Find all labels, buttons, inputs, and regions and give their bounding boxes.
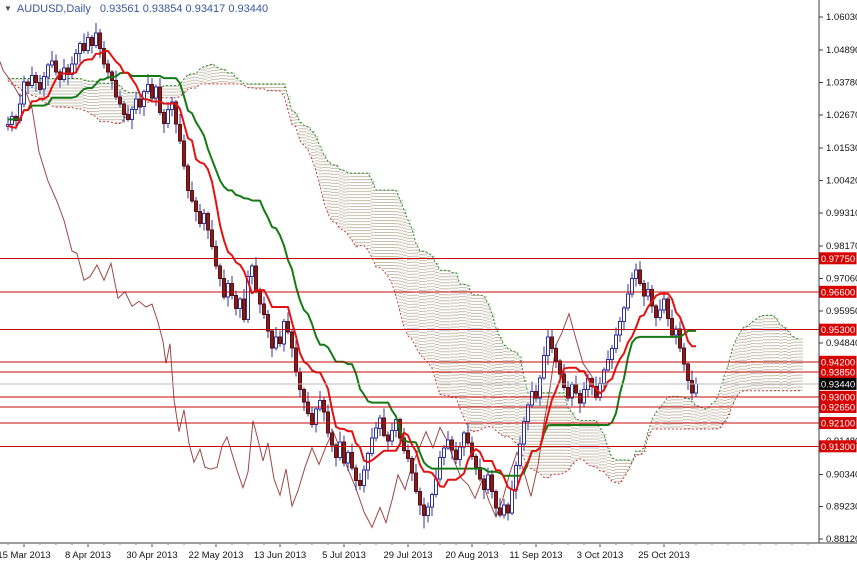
collapse-chart-icon[interactable]: ▼ [4,4,12,13]
time-axis-label: 8 Apr 2013 [65,550,111,561]
time-axis-label: 13 Jun 2013 [254,550,306,561]
time-axis-label: 11 Sep 2013 [509,550,562,561]
time-axis-label: 5 Jul 2013 [322,550,366,561]
time-axis-label: 15 Mar 2013 [0,550,51,561]
price-level-badge: 0.95300 [819,323,857,336]
svg-text:0.94200: 0.94200 [821,357,855,368]
price-axis-label: 0.94840 [826,338,857,349]
time-axis-label: 25 Oct 2013 [638,550,690,561]
svg-text:0.93000: 0.93000 [821,392,855,403]
horizontal-level-lines [0,257,819,447]
senkou-span-upper-edge [8,63,800,464]
current-price-badge: 0.93440 [819,377,857,390]
time-axis-label: 3 Oct 2013 [577,550,623,561]
price-axis-label: 0.99310 [826,208,857,219]
svg-text:0.91300: 0.91300 [821,442,855,453]
price-level-badge: 0.96600 [819,285,857,298]
lagging-span-line [0,61,593,529]
kijun-sen-line [8,71,696,477]
price-axis-label: 1.01530 [826,143,857,154]
price-level-badge: 0.91300 [819,440,857,453]
price-axis-label: 0.88120 [826,534,857,545]
chart-plot-area[interactable] [0,23,819,529]
time-axis-label: 22 May 2013 [189,550,244,561]
svg-text:0.92650: 0.92650 [821,403,855,414]
time-axis-label: 20 Aug 2013 [445,550,498,561]
ohlc-quote-label: 0.93561 0.93854 0.93417 0.93440 [99,3,269,15]
time-axis-label: 29 Jul 2013 [383,550,432,561]
price-level-badge: 0.92100 [819,417,857,430]
price-axis-label: 0.90340 [826,469,857,480]
price-level-badge: 0.92650 [819,401,857,414]
svg-text:0.95300: 0.95300 [821,325,855,336]
price-axis-label: 1.00420 [826,176,857,187]
svg-text:0.93850: 0.93850 [821,368,855,379]
price-axis-label: 0.95950 [826,306,857,317]
time-axis[interactable]: 15 Mar 2013 8 Apr 2013 30 Apr 2013 22 May 2… [0,542,857,561]
time-axis-label: 30 Apr 2013 [126,550,177,561]
price-axis-label: 1.03780 [826,78,857,89]
price-level-badge: 0.93850 [819,366,857,379]
price-axis-label: 0.89230 [826,502,857,513]
ichimoku-cloud [7,63,803,484]
price-axis-label: 1.06030 [826,12,857,23]
tenkan-sen-line [7,50,696,493]
svg-text:0.97750: 0.97750 [821,254,855,265]
svg-text:0.92100: 0.92100 [821,419,855,430]
price-axis-label: 1.02670 [826,110,857,121]
price-axis[interactable]: 1.06030 1.04890 1.03780 1.02670 1.01530 1.004… [818,0,857,545]
price-level-badge: 0.94200 [819,355,857,368]
price-axis-label: 0.97060 [826,273,857,284]
svg-text:0.96600: 0.96600 [821,287,855,298]
symbol-period-label: AUDUSD,Daily [16,3,91,15]
svg-text:0.93440: 0.93440 [821,379,855,390]
price-level-badge: 0.97750 [819,252,857,265]
price-axis-label: 1.04890 [826,45,857,56]
price-axis-label: 0.98170 [826,241,857,252]
chart-title: ▼ AUDUSD,Daily 0.93561 0.93854 0.93417 0.9… [4,3,268,15]
price-level-badge: 0.93000 [819,390,857,403]
